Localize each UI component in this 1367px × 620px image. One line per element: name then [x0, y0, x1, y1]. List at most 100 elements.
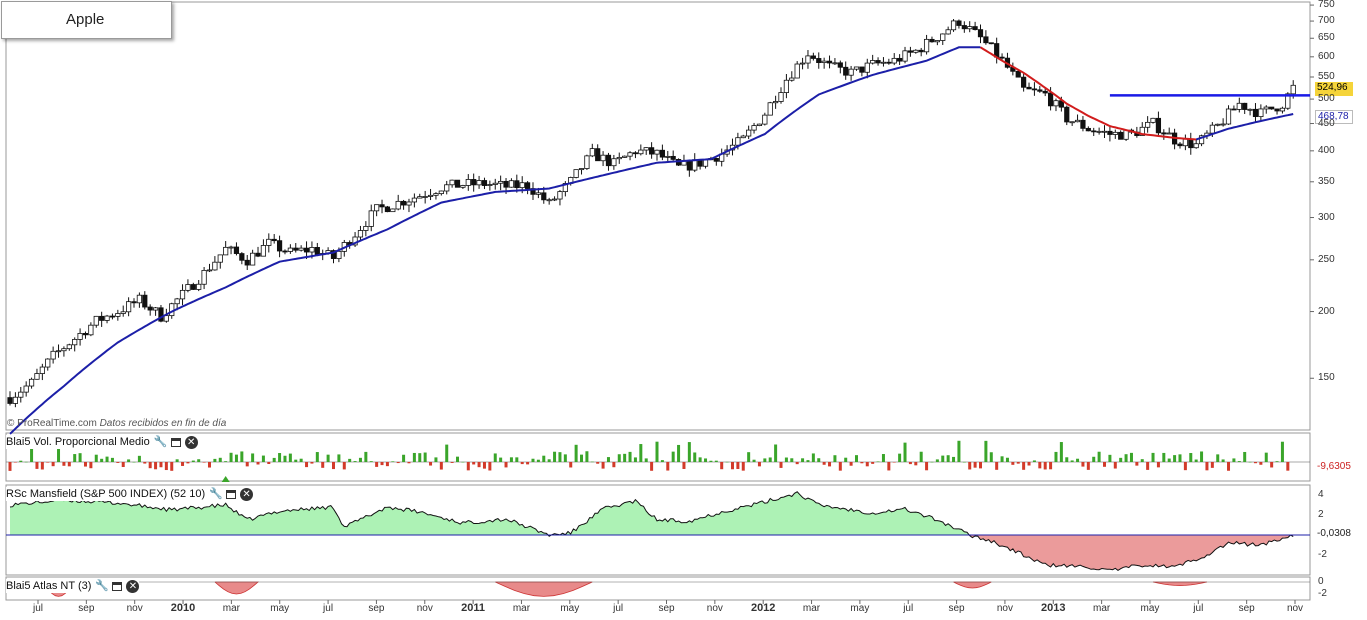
candle-body	[1150, 117, 1156, 123]
volume-bar	[1178, 454, 1182, 462]
wrench-icon[interactable]: 🔧	[209, 487, 223, 500]
atlas-dip	[214, 581, 260, 595]
volume-bar	[542, 455, 546, 462]
volume-bar	[844, 457, 848, 462]
candle-body	[449, 179, 455, 186]
volume-bar	[547, 459, 551, 462]
volume-bar	[903, 442, 907, 462]
candle-body	[616, 157, 622, 160]
price-axis-label: 200	[1318, 305, 1335, 317]
candle-body	[39, 366, 45, 374]
window-icon[interactable]	[226, 489, 237, 499]
volume-bar	[1232, 458, 1236, 462]
candle-body	[762, 114, 768, 125]
candle-body	[826, 60, 833, 64]
volume-bar	[224, 461, 228, 462]
volume-bar	[402, 454, 406, 462]
volume-bar	[849, 462, 853, 466]
candle-body	[276, 240, 283, 252]
volume-bar	[35, 462, 39, 469]
volume-bar	[472, 462, 476, 465]
close-icon[interactable]: ✕	[240, 487, 254, 501]
volume-bar	[1005, 457, 1009, 462]
close-icon[interactable]: ✕	[184, 435, 198, 449]
candle-body	[293, 247, 299, 251]
atlas-dip	[1152, 581, 1208, 587]
candle-body	[433, 193, 439, 196]
candle-body	[1139, 126, 1145, 136]
volume-bar	[677, 444, 681, 462]
price-axis-label: 650	[1318, 32, 1335, 44]
time-axis-label: jul	[613, 603, 624, 614]
volume-bar	[116, 462, 120, 463]
candle-body	[977, 29, 984, 38]
candle-body	[789, 77, 795, 81]
candle-body	[93, 315, 99, 326]
volume-bar	[110, 457, 114, 462]
volume-bar	[1243, 451, 1247, 462]
volume-bar	[806, 460, 810, 462]
price-axis-label: 250	[1318, 253, 1335, 265]
volume-bar	[536, 459, 540, 462]
candle-body	[309, 247, 315, 253]
candle-body	[1285, 93, 1291, 109]
candle-body	[913, 49, 919, 53]
candle-body	[104, 315, 110, 321]
candle-body	[546, 199, 552, 202]
time-axis-label: sep	[1238, 603, 1255, 614]
candle-body	[1263, 106, 1269, 110]
candle-body	[1112, 131, 1118, 135]
volume-bar	[617, 454, 621, 462]
time-axis-label: nov	[416, 603, 433, 614]
volume-bar	[1059, 442, 1063, 462]
volume-bar	[321, 462, 325, 468]
candle-body	[746, 129, 752, 137]
candle-body	[702, 159, 709, 167]
volume-bar	[709, 460, 713, 462]
volume-bar	[558, 452, 562, 462]
candle-body	[1145, 121, 1151, 128]
candle-body	[1198, 135, 1205, 145]
volume-bar	[741, 462, 745, 471]
window-icon[interactable]	[112, 581, 123, 591]
candle-body	[1037, 89, 1043, 92]
volume-bar	[1054, 451, 1058, 462]
candle-body	[816, 58, 822, 64]
rsc-axis-label: 4	[1318, 489, 1324, 500]
volume-bar	[121, 462, 125, 468]
volume-bar	[1156, 462, 1160, 468]
candle-body	[395, 200, 401, 210]
volume-bar	[143, 462, 147, 464]
volume-bar	[698, 457, 702, 462]
volume-bar	[1210, 462, 1214, 468]
volume-bar	[984, 440, 988, 462]
candle-body	[843, 66, 849, 76]
volume-bar	[407, 462, 411, 464]
candle-body	[1155, 117, 1162, 134]
volume-bar	[218, 457, 222, 462]
volume-bar	[1259, 462, 1263, 465]
volume-bar	[439, 462, 443, 470]
candle-body	[255, 252, 261, 257]
candle-body	[950, 20, 957, 31]
candle-body	[1193, 143, 1199, 149]
time-axis-label: may	[270, 603, 290, 614]
candle-body	[1064, 106, 1070, 123]
candle-body	[72, 339, 78, 346]
last-price-tag: 524,96	[1315, 82, 1353, 96]
volume-bar	[385, 462, 389, 467]
candle-body	[1252, 108, 1259, 118]
close-icon[interactable]: ✕	[126, 579, 140, 593]
volume-bar	[1183, 462, 1187, 471]
window-icon[interactable]	[170, 437, 181, 447]
main-plot-frame	[5, 1, 1311, 431]
wrench-icon[interactable]: 🔧	[95, 579, 110, 592]
volume-bar	[348, 458, 352, 462]
volume-bar	[332, 462, 335, 470]
time-axis-label: mar	[512, 603, 531, 614]
candle-body	[627, 152, 633, 157]
time-axis-label: may	[850, 603, 870, 614]
candle-body	[794, 63, 800, 79]
wrench-icon[interactable]: 🔧	[153, 435, 168, 448]
